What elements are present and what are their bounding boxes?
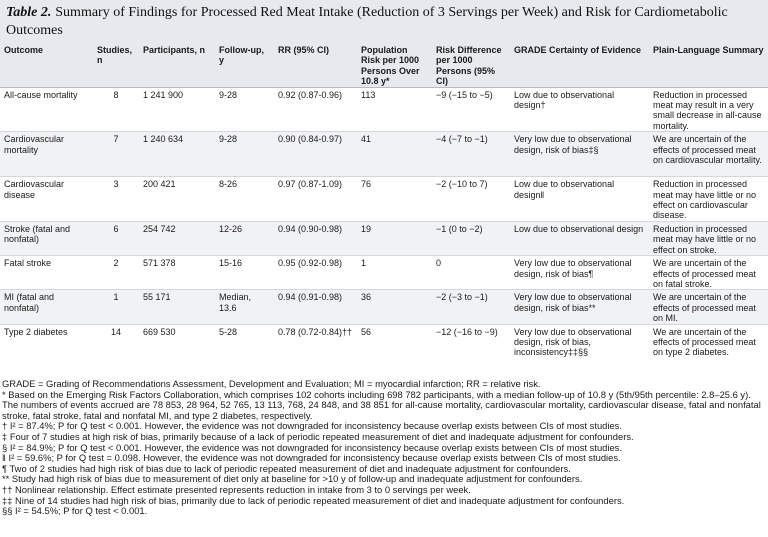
cell-participants: 669 530 [139, 323, 215, 368]
cell-risk: 113 [357, 86, 432, 132]
cell-risk: 56 [357, 323, 432, 368]
cell-rr: 0.94 (0.91-0.98) [274, 289, 357, 325]
footnote-double-ddagger: ‡‡ Nine of 14 studies had high risk of b… [2, 495, 625, 506]
cell-risk: 1 [357, 255, 432, 290]
cell-followup: 8-26 [215, 176, 274, 222]
footnote-parallel: ‖ I² = 59.6%; P for Q test = 0.098. Howe… [2, 453, 621, 464]
cell-outcome: Fatal stroke [0, 255, 93, 290]
cell-rr: 0.92 (0.87-0.96) [274, 86, 357, 132]
cell-outcome: MI (fatal and nonfatal) [0, 289, 93, 325]
table-title-text: Summary of Findings for Processed Red Me… [6, 5, 728, 38]
header-row: Outcome Studies, n Participants, n Follo… [0, 40, 768, 88]
cell-grade: Very low due to observational design, ri… [510, 289, 649, 325]
cell-studies: 2 [93, 255, 139, 290]
cell-participants: 55 171 [139, 289, 215, 325]
cell-participants: 571 378 [139, 255, 215, 290]
cell-studies: 1 [93, 289, 139, 325]
table-row: All-cause mortality 8 1 241 900 9-28 0.9… [0, 86, 768, 132]
footnote-double-section: §§ I² = 54.5%; P for Q test < 0.001. [2, 506, 148, 517]
cell-studies: 7 [93, 131, 139, 177]
table-title: Table 2. Summary of Findings for Process… [0, 0, 768, 40]
cell-outcome: Cardiovascular mortality [0, 131, 93, 177]
col-participants: Participants, n [139, 40, 215, 88]
cell-followup: 9-28 [215, 131, 274, 177]
footnote-section: § I² = 84.9%; P for Q test < 0.001. Howe… [2, 442, 622, 453]
cell-grade: Very low due to observational design, ri… [510, 323, 649, 368]
table-label: Table 2. [6, 5, 52, 20]
cell-diff: 0 [432, 255, 510, 290]
cell-risk: 76 [357, 176, 432, 222]
table-row: Cardiovascular mortality 7 1 240 634 9-2… [0, 131, 768, 177]
cell-diff: −4 (−7 to −1) [432, 131, 510, 177]
cell-grade: Low due to observational design [510, 220, 649, 256]
cell-risk: 36 [357, 289, 432, 325]
cell-summary: We are uncertain of the effects of proce… [649, 323, 768, 368]
cell-followup: 15-16 [215, 255, 274, 290]
col-population-risk: Population Risk per 1000 Persons Over 10… [357, 40, 432, 88]
col-followup: Follow-up, y [215, 40, 274, 88]
cell-followup: 9-28 [215, 86, 274, 132]
cell-outcome: Cardiovascular disease [0, 176, 93, 222]
col-rr: RR (95% CI) [274, 40, 357, 88]
footnote-double-dagger: ‡ Four of 7 studies at high risk of bias… [2, 431, 634, 442]
cell-summary: We are uncertain of the effects of proce… [649, 131, 768, 177]
table-row: MI (fatal and nonfatal) 1 55 171 Median,… [0, 289, 768, 325]
cell-diff: −12 (−16 to −9) [432, 323, 510, 368]
cell-followup: 5-28 [215, 323, 274, 368]
cell-summary: Reduction in processed meat may have lit… [649, 220, 768, 256]
cell-studies: 6 [93, 220, 139, 256]
cell-risk: 19 [357, 220, 432, 256]
col-risk-difference: Risk Difference per 1000 Persons (95% CI… [432, 40, 510, 88]
cell-summary: Reduction in processed meat may result i… [649, 86, 768, 132]
cell-rr: 0.97 (0.87-1.09) [274, 176, 357, 222]
cell-rr: 0.94 (0.90-0.98) [274, 220, 357, 256]
footnote-double-star: ** Study had high risk of bias due to me… [2, 474, 583, 485]
col-grade: GRADE Certainty of Evidence [510, 40, 649, 88]
cell-rr: 0.90 (0.84-0.97) [274, 131, 357, 177]
cell-participants: 254 742 [139, 220, 215, 256]
table-row: Type 2 diabetes 14 669 530 5-28 0.78 (0.… [0, 323, 768, 368]
footnote-dagger: † I² = 87.4%; P for Q test < 0.001. Howe… [2, 421, 622, 432]
cell-grade: Low due to observational design‖ [510, 176, 649, 222]
cell-diff: −2 (−3 to −1) [432, 289, 510, 325]
cell-participants: 1 240 634 [139, 131, 215, 177]
cell-summary: We are uncertain of the effects of proce… [649, 289, 768, 325]
cell-summary: Reduction in processed meat may have lit… [649, 176, 768, 222]
col-summary: Plain-Language Summary [649, 40, 768, 88]
cell-followup: 12-26 [215, 220, 274, 256]
cell-studies: 14 [93, 323, 139, 368]
footnotes: GRADE = Grading of Recommendations Asses… [2, 379, 766, 517]
table-row: Fatal stroke 2 571 378 15-16 0.95 (0.92-… [0, 255, 768, 290]
table-row: Cardiovascular disease 3 200 421 8-26 0.… [0, 176, 768, 222]
table-row: Stroke (fatal and nonfatal) 6 254 742 12… [0, 220, 768, 256]
cell-grade: Very low due to observational design, ri… [510, 255, 649, 290]
col-outcome: Outcome [0, 40, 93, 88]
cell-participants: 1 241 900 [139, 86, 215, 132]
footnote-pilcrow: ¶ Two of 2 studies had high risk of bias… [2, 463, 571, 474]
cell-followup: Median, 13.6 [215, 289, 274, 325]
cell-outcome: Stroke (fatal and nonfatal) [0, 220, 93, 256]
cell-grade: Very low due to observational design, ri… [510, 131, 649, 177]
cell-grade: Low due to observational design† [510, 86, 649, 132]
cell-risk: 41 [357, 131, 432, 177]
cell-outcome: Type 2 diabetes [0, 323, 93, 368]
col-studies: Studies, n [93, 40, 139, 88]
footnote-star: * Based on the Emerging Risk Factors Col… [2, 389, 761, 421]
cell-summary: We are uncertain of the effects of proce… [649, 255, 768, 290]
cell-rr: 0.78 (0.72-0.84)†† [274, 323, 357, 368]
footnote-double-dagger-2: †† Nonlinear relationship. Effect estima… [2, 484, 471, 495]
cell-outcome: All-cause mortality [0, 86, 93, 132]
cell-studies: 8 [93, 86, 139, 132]
cell-studies: 3 [93, 176, 139, 222]
cell-diff: −1 (0 to −2) [432, 220, 510, 256]
cell-rr: 0.95 (0.92-0.98) [274, 255, 357, 290]
footnote-abbreviations: GRADE = Grading of Recommendations Asses… [2, 379, 541, 389]
findings-table: Outcome Studies, n Participants, n Follo… [0, 40, 768, 368]
cell-participants: 200 421 [139, 176, 215, 222]
cell-diff: −2 (−10 to 7) [432, 176, 510, 222]
cell-diff: −9 (−15 to −5) [432, 86, 510, 132]
